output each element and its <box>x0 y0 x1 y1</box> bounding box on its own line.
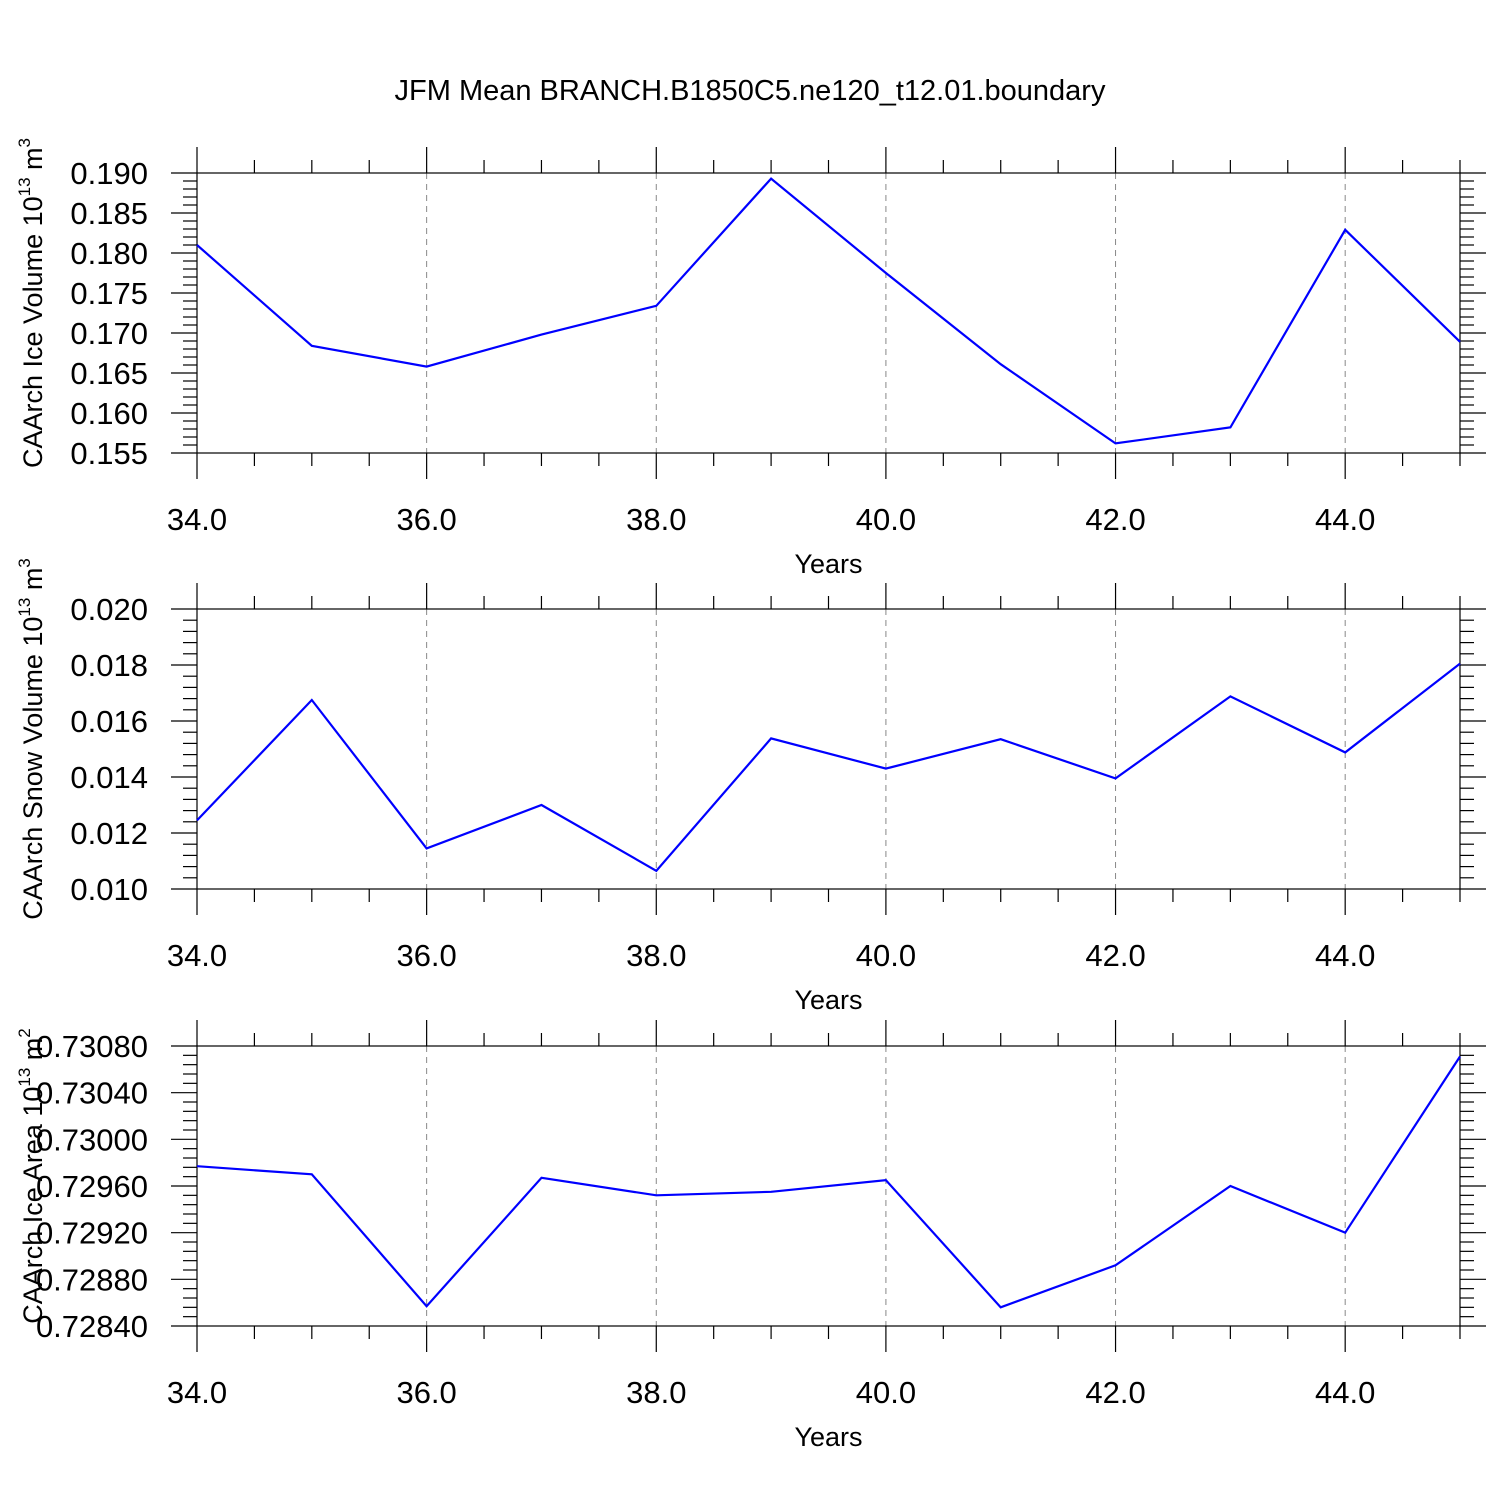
y-tick-label: 0.73080 <box>36 1029 148 1064</box>
y-tick-label: 0.185 <box>70 196 148 231</box>
series-line <box>196 177 1461 445</box>
y-tick-label: 0.73000 <box>36 1122 148 1157</box>
y-tick-label: 0.160 <box>70 396 148 431</box>
x-tick-label: 34.0 <box>167 938 227 973</box>
x-tick-label: 42.0 <box>1085 938 1145 973</box>
series-line <box>196 662 1461 873</box>
x-tick-label: 34.0 <box>167 502 227 537</box>
y-tick-label: 0.016 <box>70 704 148 739</box>
plot-frame <box>196 172 1461 454</box>
chart-panel-1: 0.155 0.160 0.165 0.170 0.175 0.180 0.185 0.190… <box>15 138 1486 579</box>
y-tick-label: 0.155 <box>70 436 148 471</box>
x-tick-label: 38.0 <box>626 938 686 973</box>
x-axis-label: Years <box>794 1422 862 1452</box>
x-tick-label: 38.0 <box>626 502 686 537</box>
y-tick-label: 0.170 <box>70 316 148 351</box>
x-tick-label: 38.0 <box>626 1375 686 1410</box>
y-tick-label: 0.014 <box>70 760 148 795</box>
y-tick-label: 0.72920 <box>36 1216 148 1251</box>
series-line <box>196 1055 1461 1309</box>
y-tick-label: 0.012 <box>70 816 148 851</box>
y-tick-label: 0.72840 <box>36 1309 148 1344</box>
y-tick-label: 0.010 <box>70 872 148 907</box>
x-axis-label: Years <box>794 985 862 1015</box>
figure-title: JFM Mean BRANCH.B1850C5.ne120_t12.01.bou… <box>395 75 1106 107</box>
y-tick-label: 0.73040 <box>36 1076 148 1111</box>
y-tick-label: 0.180 <box>70 236 148 271</box>
y-tick-label: 0.175 <box>70 276 148 311</box>
x-tick-label: 34.0 <box>167 1375 227 1410</box>
panels: 0.155 0.160 0.165 0.170 0.175 0.180 0.185 0.190… <box>15 138 1486 1452</box>
y-tick-label: 0.020 <box>70 592 148 627</box>
x-tick-label: 42.0 <box>1085 1375 1145 1410</box>
y-tick-label: 0.018 <box>70 648 148 683</box>
y-tick-label: 0.72880 <box>36 1262 148 1297</box>
y-tick-label: 0.190 <box>70 156 148 191</box>
y-tick-label: 0.165 <box>70 356 148 391</box>
x-tick-label: 40.0 <box>856 1375 916 1410</box>
x-tick-label: 44.0 <box>1315 502 1375 537</box>
plot-frame <box>196 608 1461 890</box>
x-axis-label: Years <box>794 549 862 579</box>
x-tick-label: 44.0 <box>1315 938 1375 973</box>
x-tick-label: 44.0 <box>1315 1375 1375 1410</box>
x-tick-label: 36.0 <box>396 938 456 973</box>
y-axis-label: CAArch Snow Volume 1013 m3 <box>15 558 48 920</box>
y-axis-label: CAArch Ice Area 1013 m2 <box>15 1028 48 1324</box>
y-axis-label: CAArch Ice Volume 1013 m3 <box>15 138 48 468</box>
chart-panel-2: 0.010 0.012 0.014 0.016 0.018 0.020 34.0 36.0 38… <box>15 558 1486 1015</box>
x-tick-label: 36.0 <box>396 502 456 537</box>
x-tick-label: 40.0 <box>856 502 916 537</box>
y-tick-label: 0.72960 <box>36 1169 148 1204</box>
chart-panel-3: 0.72840 0.72880 0.72920 0.72960 0.73000 0.730… <box>15 1020 1486 1452</box>
x-tick-label: 40.0 <box>856 938 916 973</box>
x-tick-label: 36.0 <box>396 1375 456 1410</box>
x-tick-label: 42.0 <box>1085 502 1145 537</box>
